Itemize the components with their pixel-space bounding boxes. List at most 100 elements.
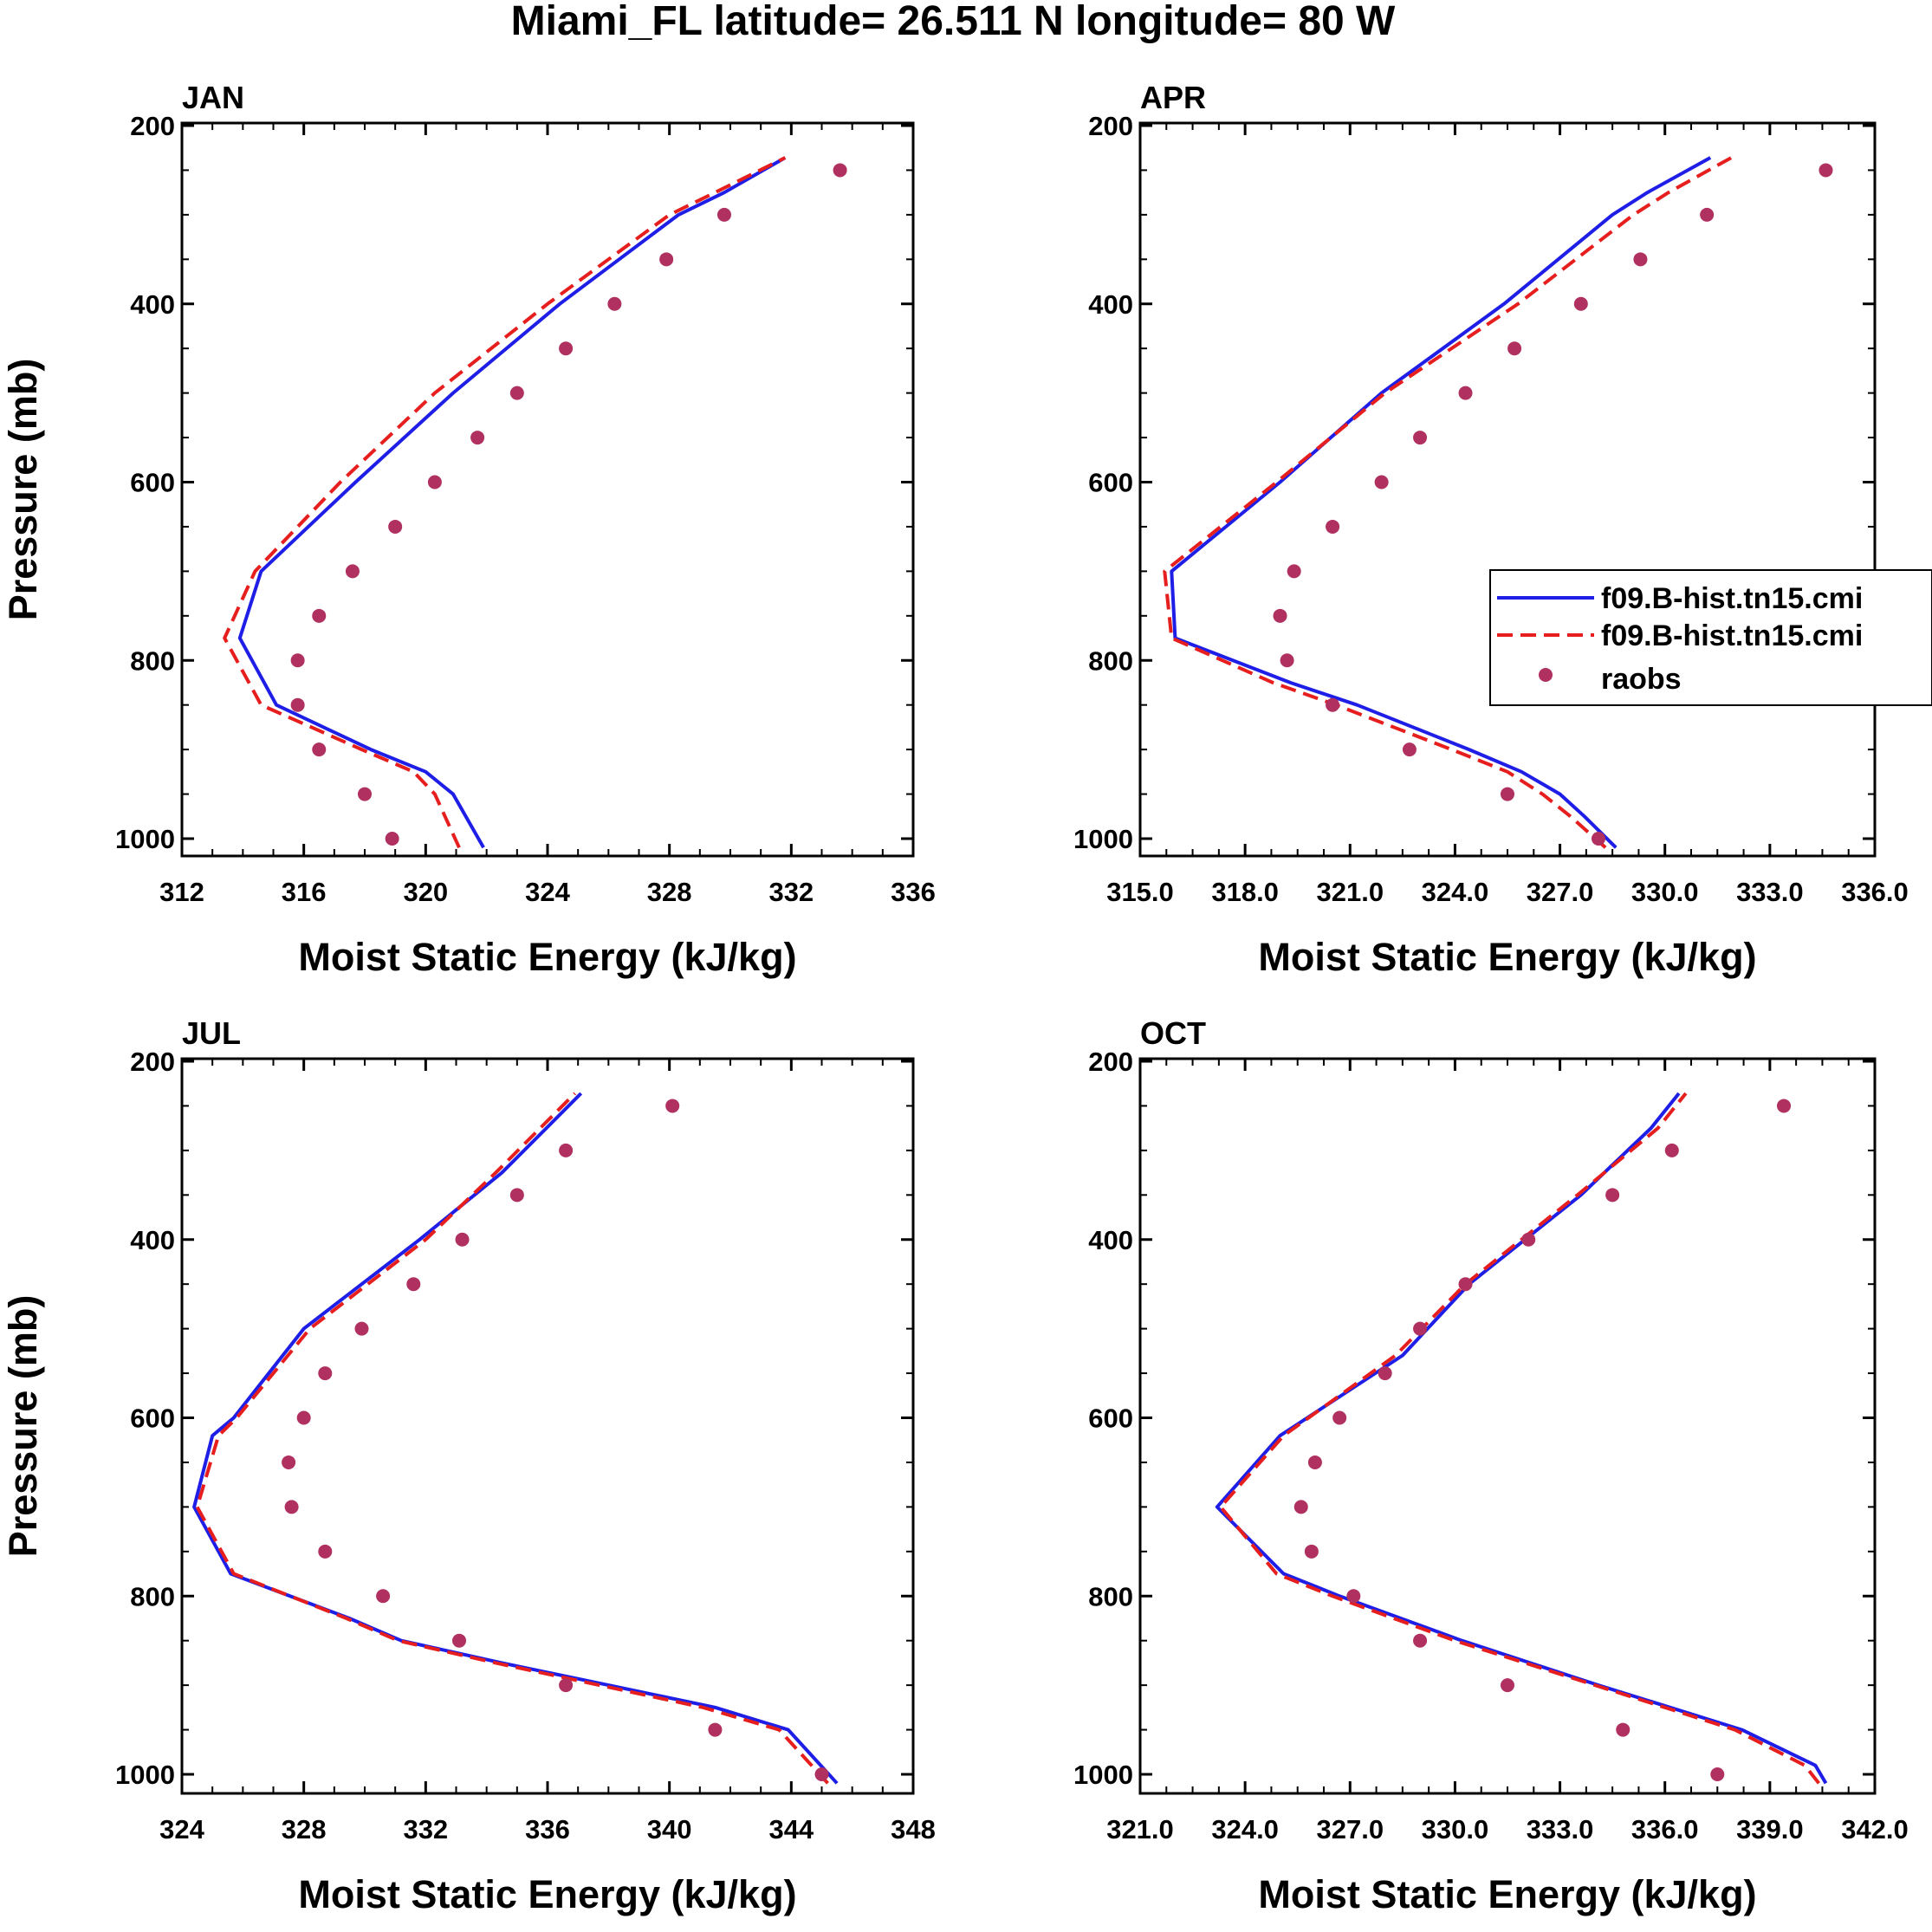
x-tick-label: 339.0 (1736, 1814, 1804, 1844)
raob-point (1710, 1767, 1725, 1781)
raob-point (406, 1277, 421, 1292)
raob-point (318, 1366, 333, 1381)
x-tick-label: 333.0 (1736, 877, 1804, 907)
panel-title-jan: JAN (182, 80, 244, 115)
raob-point (1573, 296, 1588, 311)
x-tick-label: 321.0 (1106, 1814, 1174, 1844)
raob-point (659, 252, 674, 267)
series-line-model-2 (223, 156, 787, 849)
raob-point (1819, 163, 1833, 178)
raob-point (1501, 787, 1514, 801)
raob-point (1501, 1678, 1514, 1693)
x-tick-label: 344 (768, 1814, 814, 1844)
raob-point (318, 1544, 333, 1559)
x-tick-label: 316 (282, 877, 327, 907)
raob-point (452, 1633, 467, 1648)
raob-point (1633, 252, 1648, 267)
x-tick-label: 315.0 (1106, 877, 1174, 907)
y-tick-label: 400 (1088, 1225, 1133, 1255)
panel-title-oct: OCT (1140, 1015, 1206, 1051)
raob-point (312, 742, 327, 757)
plot-area (192, 1092, 839, 1785)
raob-point (296, 1410, 311, 1425)
plot-frame (180, 1057, 915, 1795)
x-tick-label: 348 (891, 1814, 936, 1844)
raob-point (833, 163, 847, 178)
panel-title-jul: JUL (182, 1015, 241, 1051)
x-tick-label: 324.0 (1422, 877, 1489, 907)
raob-point (1326, 697, 1340, 712)
y-tick-label: 200 (1088, 111, 1133, 141)
panel-apr: APR 315.0 318.0 321.0 324.0 327.0 330.0 333.0 33… (1073, 80, 1909, 979)
raob-point (559, 341, 574, 356)
plot-area (223, 156, 847, 849)
x-tick-label: 327.0 (1316, 1814, 1384, 1844)
raob-point (1413, 1321, 1428, 1336)
x-tick-label: 324 (525, 877, 570, 907)
raob-point (1521, 1232, 1536, 1247)
x-tick-label: 330.0 (1422, 1814, 1489, 1844)
y-tick-label: 200 (130, 111, 175, 141)
plot-area (1163, 156, 1833, 849)
y-tick-label: 800 (130, 645, 175, 676)
x-tick-label: 332 (768, 877, 814, 907)
raob-point (1280, 653, 1294, 668)
y-tick-label: 400 (1088, 289, 1133, 320)
x-tick-label: 330.0 (1631, 877, 1699, 907)
y-axis-label: Pressure (mb) (1, 1295, 45, 1558)
y-tick-label: 400 (130, 1225, 175, 1255)
series-line-model-2 (1218, 1092, 1820, 1785)
raob-point (1293, 1500, 1308, 1514)
x-tick-label: 332 (403, 1814, 448, 1844)
y-tick-label: 800 (130, 1581, 175, 1611)
raob-point (1605, 1188, 1620, 1203)
x-axis-label: Moist Static Energy (kJ/kg) (298, 1872, 796, 1916)
series-line-model-1 (192, 1092, 839, 1785)
raob-point (290, 653, 305, 668)
series-line-model-1 (237, 156, 787, 849)
raob-point (814, 1767, 829, 1781)
x-tick-label: 318.0 (1211, 877, 1279, 907)
series-line-model-1 (1215, 1092, 1828, 1785)
y-tick-label: 600 (130, 1404, 175, 1434)
raob-point (559, 1143, 574, 1157)
x-tick-label: 336 (525, 1814, 570, 1844)
raob-point (1326, 519, 1340, 534)
raob-point (284, 1500, 299, 1514)
raob-point (1700, 207, 1715, 222)
y-tick-label: 600 (1088, 468, 1133, 498)
x-tick-label: 336.0 (1631, 1814, 1699, 1844)
plot-frame (1138, 1057, 1877, 1795)
raob-point (716, 207, 731, 222)
raob-point (559, 1678, 574, 1693)
raob-point (345, 564, 360, 579)
raob-point (1413, 1633, 1428, 1648)
panel-jul: JUL 324 328 332 336 340 344 348 200 400 600 800 1000… (1, 1015, 936, 1916)
raob-point (282, 1455, 296, 1469)
x-tick-label: 333.0 (1527, 1814, 1594, 1844)
x-tick-label: 312 (159, 877, 204, 907)
y-tick-label: 200 (1088, 1047, 1133, 1077)
raob-point (385, 832, 399, 846)
raob-point (388, 519, 403, 534)
x-tick-label: 336.0 (1841, 877, 1909, 907)
x-tick-label: 320 (403, 877, 448, 907)
raob-point (1346, 1589, 1361, 1604)
raob-point (427, 475, 442, 489)
raob-point (455, 1232, 470, 1247)
raob-point (665, 1099, 680, 1113)
y-tick-label: 600 (1088, 1404, 1133, 1434)
x-tick-label: 328 (647, 877, 692, 907)
x-axis-label: Moist Static Energy (kJ/kg) (298, 935, 796, 979)
raob-point (1458, 1277, 1473, 1292)
raob-point (509, 1188, 524, 1203)
raob-point (1777, 1099, 1792, 1113)
x-tick-label: 321.0 (1316, 877, 1384, 907)
raob-point (1378, 1366, 1392, 1381)
legend-swatch-raobs (1539, 668, 1553, 682)
series-line-model-2 (1163, 156, 1733, 849)
y-tick-label: 1000 (115, 824, 175, 854)
panel-oct: OCT 321.0 324.0 327.0 330.0 333.0 336.0 339.0 34… (1073, 1015, 1909, 1916)
raob-point (1307, 1455, 1322, 1469)
